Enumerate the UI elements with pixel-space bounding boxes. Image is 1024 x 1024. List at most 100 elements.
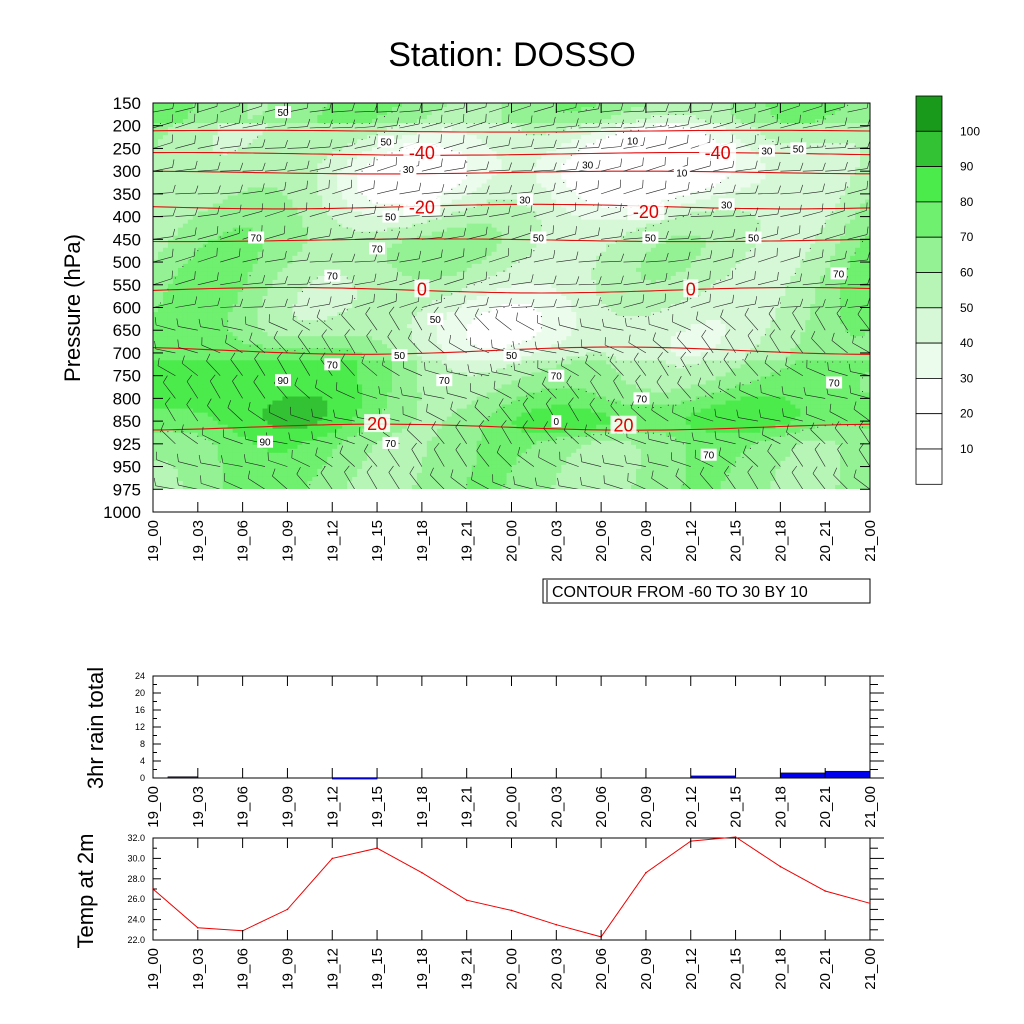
humidity-fill-cell <box>576 219 582 225</box>
humidity-fill-cell <box>372 147 378 152</box>
humidity-fill-cell <box>606 163 612 168</box>
humidity-fill-cell <box>556 195 562 201</box>
humidity-fill-cell <box>611 103 617 108</box>
humidity-fill-cell <box>332 155 338 160</box>
humidity-fill-cell <box>800 179 806 185</box>
humidity-fill-cell <box>650 135 657 140</box>
humidity-fill-cell <box>705 107 712 112</box>
humidity-fill-cell <box>655 115 662 120</box>
humidity-fill-cell <box>586 131 592 136</box>
humidity-fill-cell <box>481 227 488 233</box>
humidity-fill-cell <box>197 203 204 209</box>
humidity-fill-cell <box>337 131 343 136</box>
humidity-fill-cell <box>591 179 597 185</box>
humidity-fill-cell <box>865 223 870 229</box>
humidity-fill-cell <box>770 215 776 221</box>
humidity-fill-cell <box>730 223 737 229</box>
humidity-fill-cell <box>481 187 488 193</box>
humidity-fill-cell <box>616 175 622 180</box>
humidity-fill-cell <box>705 127 712 132</box>
humidity-fill-cell <box>551 191 557 197</box>
humidity-fill-cell <box>805 195 811 201</box>
humidity-fill-cell <box>307 119 313 124</box>
humidity-fill-cell <box>202 171 209 176</box>
humidity-fill-cell <box>825 115 831 120</box>
humidity-fill-cell <box>327 111 333 116</box>
humidity-fill-cell <box>586 239 592 245</box>
humidity-fill-cell <box>675 163 682 168</box>
humidity-fill-cell <box>631 159 637 164</box>
humidity-fill-cell <box>441 111 448 116</box>
humidity-fill-cell <box>347 239 353 245</box>
humidity-fill-cell <box>631 123 637 128</box>
humidity-fill-cell <box>461 119 468 124</box>
humidity-fill-cell <box>222 179 229 185</box>
humidity-fill-cell <box>775 123 781 128</box>
humidity-fill-cell <box>382 199 388 205</box>
humidity-fill-cell <box>780 147 786 152</box>
humidity-fill-cell <box>850 127 856 132</box>
humidity-fill-cell <box>810 235 816 241</box>
humidity-fill-cell <box>277 239 284 245</box>
humidity-fill-cell <box>347 163 353 168</box>
humidity-fill-cell <box>242 171 249 176</box>
humidity-fill-cell <box>237 135 244 140</box>
humidity-fill-cell <box>596 111 602 116</box>
humidity-fill-cell <box>571 123 577 128</box>
humidity-fill-cell <box>302 139 308 144</box>
humidity-fill-cell <box>496 231 503 237</box>
humidity-fill-cell <box>466 195 473 201</box>
humidity-fill-cell <box>640 119 647 124</box>
humidity-fill-cell <box>820 131 826 136</box>
humidity-fill-cell <box>392 195 398 201</box>
humidity-fill-cell <box>621 187 627 193</box>
humidity-fill-cell <box>262 167 269 172</box>
humidity-fill-cell <box>162 187 169 193</box>
humidity-fill-cell <box>307 179 313 185</box>
humidity-fill-cell <box>287 127 294 132</box>
humidity-fill-cell <box>406 123 413 128</box>
humidity-fill-cell <box>536 219 542 225</box>
humidity-fill-cell <box>685 191 692 197</box>
humidity-fill-cell <box>820 115 826 120</box>
humidity-fill-cell <box>207 163 214 168</box>
humidity-fill-cell <box>257 123 264 128</box>
humidity-fill-cell <box>690 183 697 189</box>
humidity-fill-cell <box>780 227 786 233</box>
humidity-fill-cell <box>357 191 363 197</box>
humidity-fill-cell <box>740 231 747 237</box>
humidity-fill-cell <box>446 135 453 140</box>
humidity-fill-cell <box>556 171 562 176</box>
humidity-fill-cell <box>626 171 632 176</box>
humidity-fill-cell <box>471 143 478 148</box>
humidity-fill-cell <box>197 219 204 225</box>
humidity-fill-cell <box>780 199 786 205</box>
humidity-fill-cell <box>197 111 204 116</box>
humidity-fill-cell <box>591 215 597 221</box>
humidity-fill-cell <box>446 111 453 116</box>
humidity-fill-cell <box>342 107 348 112</box>
humidity-fill-cell <box>237 191 244 197</box>
humidity-fill-cell <box>431 159 438 164</box>
humidity-fill-cell <box>297 183 303 189</box>
humidity-fill-cell <box>202 115 209 120</box>
humidity-fill-cell <box>531 195 537 201</box>
humidity-fill-cell <box>501 143 508 148</box>
humidity-fill-cell <box>466 115 473 120</box>
humidity-fill-cell <box>496 111 503 116</box>
humidity-fill-cell <box>167 183 174 189</box>
humidity-fill-cell <box>561 155 567 160</box>
humidity-fill-cell <box>830 127 836 132</box>
humidity-fill-cell <box>272 147 279 152</box>
humidity-fill-cell <box>461 111 468 116</box>
humidity-fill-cell <box>800 139 806 144</box>
humidity-fill-cell <box>735 195 742 201</box>
humidity-fill-cell <box>541 123 547 128</box>
humidity-fill-cell <box>362 111 368 116</box>
humidity-fill-cell <box>650 151 657 156</box>
humidity-fill-cell <box>765 155 772 160</box>
humidity-fill-cell <box>501 171 508 176</box>
humidity-fill-cell <box>860 139 866 144</box>
humidity-fill-cell <box>362 227 368 233</box>
humidity-fill-cell <box>372 239 378 245</box>
